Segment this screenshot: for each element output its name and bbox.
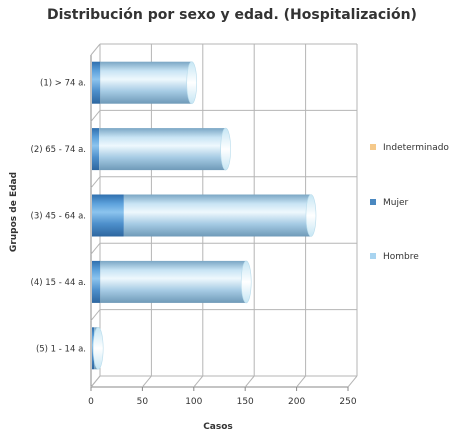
legend-label: Mujer — [383, 198, 409, 208]
bar-cap — [240, 260, 252, 304]
legend-label: Indeterminado — [383, 143, 449, 153]
x-tick-label: 0 — [88, 397, 94, 407]
x-axis-label: Casos — [203, 422, 233, 432]
x-tick-label: 250 — [339, 397, 356, 407]
bar-mujer — [92, 61, 101, 104]
category-label: (4) 15 - 44 a. — [31, 278, 86, 288]
legend-swatch — [370, 253, 376, 259]
bar-cap — [305, 194, 317, 237]
chart-title: Distribución por sexo y edad. (Hospitali… — [47, 7, 417, 23]
legend-swatch — [370, 144, 376, 150]
bar-mujer — [92, 260, 101, 303]
legend-swatch — [370, 199, 376, 205]
bar-mujer — [92, 194, 124, 237]
bar-cap — [220, 127, 231, 171]
category-label: (5) 1 - 14 a. — [36, 344, 86, 354]
category-label: (3) 45 - 64 a. — [31, 212, 86, 222]
category-label: (1) > 74 a. — [40, 79, 86, 89]
bar-mujer — [92, 128, 100, 171]
legend: Indeterminado Mujer Hombre — [370, 143, 449, 262]
bar-hombre — [100, 260, 247, 303]
bar-cap — [186, 61, 198, 104]
bar-hombre — [123, 194, 311, 237]
x-tick-label: 50 — [137, 397, 149, 407]
category-labels: (1) > 74 a. (2) 65 - 74 a. (3) 45 - 64 a. (… — [31, 79, 86, 355]
bar-cap — [92, 326, 104, 370]
category-label: (2) 65 - 74 a. — [31, 145, 86, 155]
x-tick-label: 100 — [185, 397, 202, 407]
bars — [92, 61, 317, 370]
y-axis-label: Grupos de Edad — [9, 172, 19, 252]
x-tick-label: 200 — [288, 397, 305, 407]
x-tick-labels: 0 50 100 150 200 250 — [88, 397, 357, 407]
x-tick-label: 150 — [237, 397, 254, 407]
legend-label: Hombre — [383, 252, 419, 262]
bar-hombre — [100, 61, 192, 104]
bar-hombre — [99, 128, 226, 171]
